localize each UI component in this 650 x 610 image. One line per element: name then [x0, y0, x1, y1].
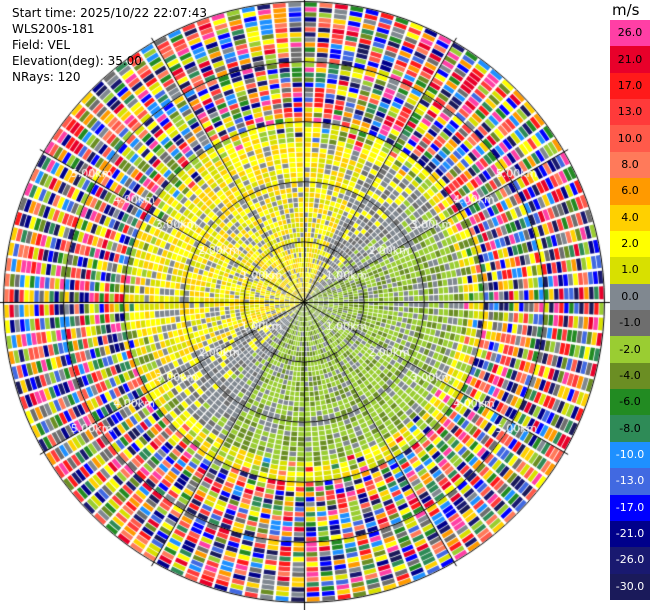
colorbar-tick-label: 0.0 — [621, 289, 639, 303]
colorbar-bin — [610, 283, 650, 311]
colorbar-bin — [610, 230, 650, 258]
start-time-label: Start time: 2025/10/22 22:07:43 — [12, 6, 207, 20]
colorbar-bin — [610, 178, 650, 206]
nrays-label: NRays: 120 — [12, 70, 81, 84]
colorbar-tick-label: -17.0 — [615, 500, 645, 514]
colorbar-tick-label: -13.0 — [615, 474, 645, 488]
colorbar-tick-label: 1.0 — [621, 263, 639, 277]
colorbar-tick-label: 2.0 — [621, 237, 639, 251]
colorbar-tick-label: 4.0 — [621, 210, 639, 224]
colorbar-tick-label: 8.0 — [621, 158, 639, 171]
colorbar-bin — [610, 547, 650, 575]
colorbar-tick-label: 10.0 — [617, 131, 643, 145]
colorbar-tick-label: 6.0 — [621, 184, 639, 198]
colorbar: 26.0 21.0 17.0 13.0 10.0 8.0 6.0 4.0 2.0 1.0 0.0 -1… — [610, 20, 650, 601]
colorbar-bin — [610, 362, 650, 390]
colorbar-bin — [610, 520, 650, 548]
colorbar-tick-label: -6.0 — [619, 395, 641, 409]
elevation-label: Elevation(deg): 35.00 — [12, 54, 142, 68]
field-label: Field: VEL — [12, 38, 71, 52]
colorbar-bin — [610, 204, 650, 232]
colorbar-bin — [610, 257, 650, 285]
colorbar-bin — [610, 389, 650, 416]
colorbar-tick-label: -30.0 — [615, 579, 645, 593]
colorbar-tick-label: -2.0 — [619, 342, 641, 356]
colorbar-bin — [610, 46, 650, 74]
colorbar-bin — [610, 99, 650, 126]
colorbar-tick-label: -4.0 — [619, 368, 641, 382]
instrument-label: WLS200s-181 — [12, 22, 95, 36]
colorbar-bin — [610, 151, 650, 179]
colorbar-tick-label: -10.0 — [615, 448, 645, 461]
colorbar-bin — [610, 573, 650, 601]
colorbar-bin — [610, 468, 650, 496]
colorbar-tick-label: 17.0 — [617, 78, 643, 92]
colorbar-tick-label: 13.0 — [617, 105, 643, 119]
colorbar-bin — [610, 494, 650, 522]
colorbar-tick-label: -21.0 — [615, 527, 645, 541]
colorbar-bin — [610, 310, 650, 337]
colorbar-tick-label: 26.0 — [617, 26, 643, 40]
colorbar-bin — [610, 20, 650, 47]
colorbar-tick-label: 21.0 — [617, 52, 643, 66]
colorbar-bin — [610, 415, 650, 443]
colorbar-bin — [610, 72, 650, 100]
colorbar-bin — [610, 336, 650, 364]
colorbar-tick-label: -1.0 — [619, 316, 641, 330]
colorbar-bin — [610, 441, 650, 469]
colorbar-bin — [610, 125, 650, 153]
colorbar-unit: m/s — [612, 1, 640, 19]
colorbar-tick-label: -26.0 — [615, 553, 645, 567]
colorbar-tick-label: -8.0 — [619, 421, 641, 435]
